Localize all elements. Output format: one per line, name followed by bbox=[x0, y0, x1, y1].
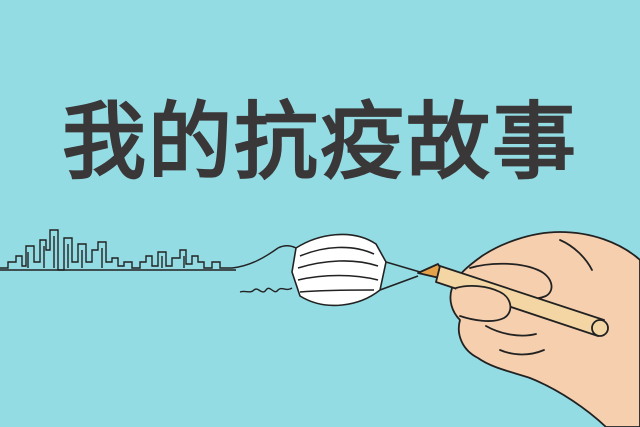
hand-with-pen-icon bbox=[417, 231, 640, 427]
city-skyline-icon bbox=[0, 229, 297, 293]
face-mask-icon bbox=[291, 233, 421, 307]
poster-title: 我的抗疫故事 bbox=[61, 93, 578, 191]
